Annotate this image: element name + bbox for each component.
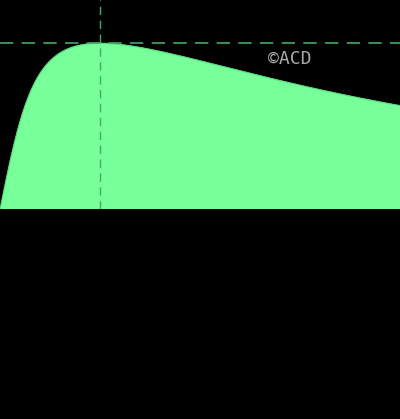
Text: ©ACD: ©ACD	[268, 50, 312, 67]
